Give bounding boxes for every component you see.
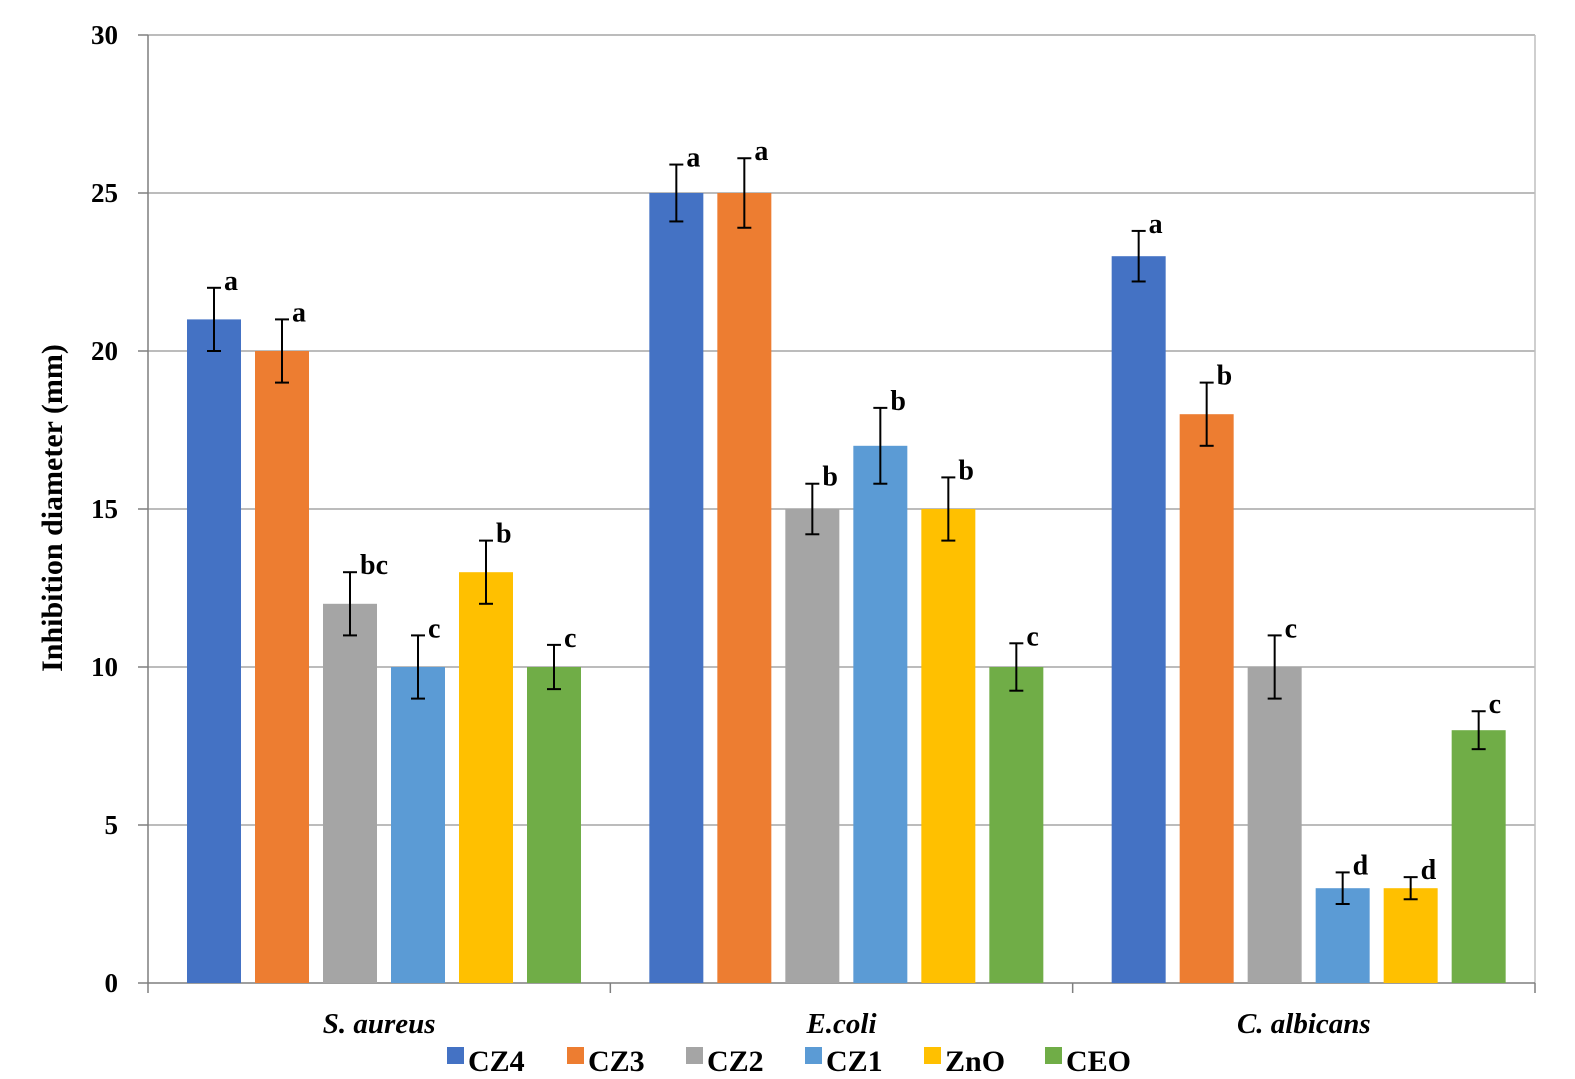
bar-cz1 [853,445,908,983]
significance-label: c [1285,613,1297,644]
bar-cz2 [323,603,377,983]
bar-ceo [989,667,1044,983]
y-tick-label: 25 [91,178,118,208]
bar-zno [1383,888,1438,983]
legend-label: CEO [1066,1045,1131,1078]
x-category-label: E.coli [805,1008,876,1040]
bar-zno [459,572,513,983]
error-bar [873,406,888,485]
error-bar [941,476,956,542]
error-bar [1335,871,1350,905]
y-tick-label: 10 [91,652,118,682]
significance-label: d [1421,855,1437,886]
legend-label: CZ1 [826,1045,883,1078]
legend-item-cz4: CZ4 [447,1045,525,1078]
significance-label: b [1217,361,1233,392]
error-bar [275,318,289,384]
bar-ceo [527,667,581,983]
significance-label: b [958,455,974,486]
tick-labels: 0 5 10 15 20 25 30 S. aureus E.coli C. albicans [91,20,1371,1040]
significance-label: bc [360,550,388,581]
error-bar [207,286,221,352]
legend-swatch [686,1047,703,1064]
error-bar [1471,710,1486,751]
legend-swatch [567,1047,584,1064]
legend-label: CZ2 [707,1045,764,1078]
y-tick-label: 30 [91,20,118,50]
bar-cz2 [785,509,840,983]
significance-label: c [1026,621,1038,652]
legend-swatch [447,1047,464,1064]
gridlines [148,34,1535,826]
legend-item-cz3: CZ3 [567,1045,645,1078]
error-bar [805,482,820,536]
y-tick-label: 20 [91,336,118,366]
bar-cz3 [717,193,772,983]
legend-item-cz2: CZ2 [686,1045,764,1078]
legend-label: CZ3 [588,1045,645,1078]
error-bar [1131,229,1146,283]
error-bar [1199,381,1214,447]
y-tick-label: 0 [105,968,119,998]
significance-label: d [1353,850,1369,881]
significance-label: b [822,462,838,493]
bars [187,193,1506,983]
bar-cz3 [1179,414,1234,983]
error-bar [343,571,357,637]
x-category-label: S. aureus [323,1008,436,1040]
error-bars [207,157,1486,905]
bar-cz4 [1111,256,1166,983]
error-bar [737,157,752,229]
significance-label: a [1149,209,1163,240]
significance-label: a [292,297,306,328]
x-category-label: C. albicans [1237,1008,1371,1040]
significance-label: b [890,386,906,417]
legend-swatch [805,1047,822,1064]
legend-item-cz1: CZ1 [805,1045,883,1078]
error-bar [411,634,425,700]
legend-swatch [924,1047,941,1064]
legend-label: ZnO [945,1045,1005,1078]
bar-cz4 [187,319,241,983]
error-bar [1267,634,1282,700]
significance-label: b [496,519,512,550]
bar-cz2 [1247,667,1302,983]
bar-zno [921,509,976,983]
bar-cz3 [255,351,309,983]
error-bar [669,163,684,223]
significance-label: a [754,136,768,167]
significance-label: c [564,623,576,654]
legend-item-zno: ZnO [924,1045,1005,1078]
significance-label: a [224,266,238,297]
legend-swatch [1045,1047,1062,1064]
axes [138,34,1536,993]
y-tick-label: 15 [91,494,118,524]
error-bar [1009,642,1024,692]
legend-label: CZ4 [468,1045,525,1078]
error-bar [479,539,493,605]
error-bar [547,643,561,691]
significance-label: c [1489,689,1501,720]
legend-item-ceo: CEO [1045,1045,1131,1078]
y-tick-label: 5 [105,810,119,840]
bar-ceo [1451,730,1506,983]
error-bar [1403,876,1418,901]
significance-label: a [686,143,700,174]
y-axis-title: Inhibition diameter (mm) [36,344,69,672]
bar-cz4 [649,193,704,983]
significance-label: c [428,613,440,644]
bar-cz1 [391,667,445,983]
legend: CZ4 CZ3 CZ2 CZ1 ZnO CEO [447,1045,1131,1078]
